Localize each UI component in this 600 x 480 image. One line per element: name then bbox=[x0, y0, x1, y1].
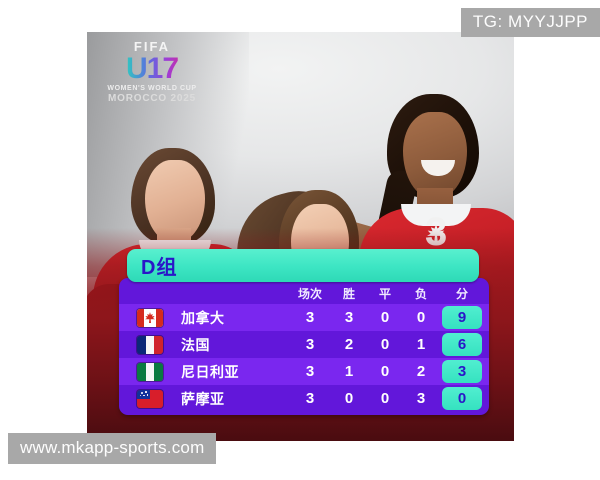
canada-flag-icon bbox=[137, 308, 163, 327]
row-flag-cell bbox=[119, 335, 181, 354]
lost-value: 3 bbox=[416, 390, 426, 407]
points-badge: 9 bbox=[442, 306, 482, 329]
logo-host-year-text: MOROCCO 2025 bbox=[108, 93, 196, 104]
points-cell: 6 bbox=[439, 333, 485, 356]
table-row[interactable]: 加拿大 3 3 0 0 9 bbox=[119, 304, 489, 331]
nigeria-flag-icon bbox=[137, 362, 163, 381]
table-row[interactable]: 法国 3 2 0 1 6 bbox=[119, 331, 489, 358]
points-badge: 0 bbox=[442, 387, 482, 410]
header-played: 场次 bbox=[297, 286, 322, 301]
fifa-u17-logo: FIFA U17 WOMEN'S WORLD CUP MOROCCO 2025 bbox=[102, 39, 202, 104]
header-points: 分 bbox=[455, 286, 468, 301]
team-name: 萨摩亚 bbox=[181, 390, 225, 407]
logo-u17-text: U17 bbox=[102, 54, 202, 84]
points-cell: 9 bbox=[439, 306, 485, 329]
won-value: 2 bbox=[344, 336, 354, 353]
drawn-value: 0 bbox=[380, 336, 390, 353]
group-banner: D组 bbox=[127, 249, 479, 282]
france-flag-icon bbox=[137, 335, 163, 354]
team-name: 尼日利亚 bbox=[181, 363, 239, 380]
points-badge: 3 bbox=[442, 360, 482, 383]
standings-table: 场次 胜 平 负 分 加拿大 3 3 0 0 9 法国 3 bbox=[119, 278, 489, 415]
player-right-face bbox=[403, 112, 467, 198]
row-flag-cell bbox=[119, 362, 181, 381]
header-drawn: 平 bbox=[378, 286, 391, 301]
played-value: 3 bbox=[305, 309, 315, 326]
played-value: 3 bbox=[305, 363, 315, 380]
drawn-value: 0 bbox=[380, 390, 390, 407]
won-value: 1 bbox=[344, 363, 354, 380]
table-header-row: 场次 胜 平 负 分 bbox=[119, 278, 489, 304]
won-value: 3 bbox=[344, 309, 354, 326]
played-value: 3 bbox=[305, 336, 315, 353]
lost-value: 1 bbox=[416, 336, 426, 353]
team-name: 法国 bbox=[181, 336, 210, 353]
drawn-value: 0 bbox=[380, 309, 390, 326]
table-row[interactable]: 尼日利亚 3 1 0 2 3 bbox=[119, 358, 489, 385]
row-flag-cell bbox=[119, 308, 181, 327]
header-won: 胜 bbox=[342, 286, 355, 301]
player-right-collar bbox=[401, 204, 471, 226]
standings-card: D组 场次 胜 平 负 分 加拿大 3 3 0 0 9 bbox=[119, 249, 489, 415]
logo-competition-text: WOMEN'S WORLD CUP bbox=[107, 85, 197, 92]
samoa-flag-icon bbox=[137, 389, 163, 408]
player-right-smile bbox=[421, 160, 455, 176]
table-row[interactable]: 萨摩亚 3 0 0 3 0 bbox=[119, 385, 489, 412]
won-value: 0 bbox=[344, 390, 354, 407]
points-cell: 3 bbox=[439, 360, 485, 383]
telegram-watermark: TG: MYYJJPP bbox=[460, 8, 600, 37]
group-label: D组 bbox=[141, 257, 178, 279]
website-watermark: www.mkapp-sports.com bbox=[8, 433, 217, 464]
logo-fifa-text: FIFA bbox=[133, 39, 171, 54]
lost-value: 2 bbox=[416, 363, 426, 380]
played-value: 3 bbox=[305, 390, 315, 407]
team-name: 加拿大 bbox=[181, 309, 225, 326]
row-flag-cell bbox=[119, 389, 181, 408]
header-lost: 负 bbox=[414, 286, 427, 301]
points-cell: 0 bbox=[439, 387, 485, 410]
points-badge: 6 bbox=[442, 333, 482, 356]
drawn-value: 0 bbox=[380, 363, 390, 380]
lost-value: 0 bbox=[416, 309, 426, 326]
